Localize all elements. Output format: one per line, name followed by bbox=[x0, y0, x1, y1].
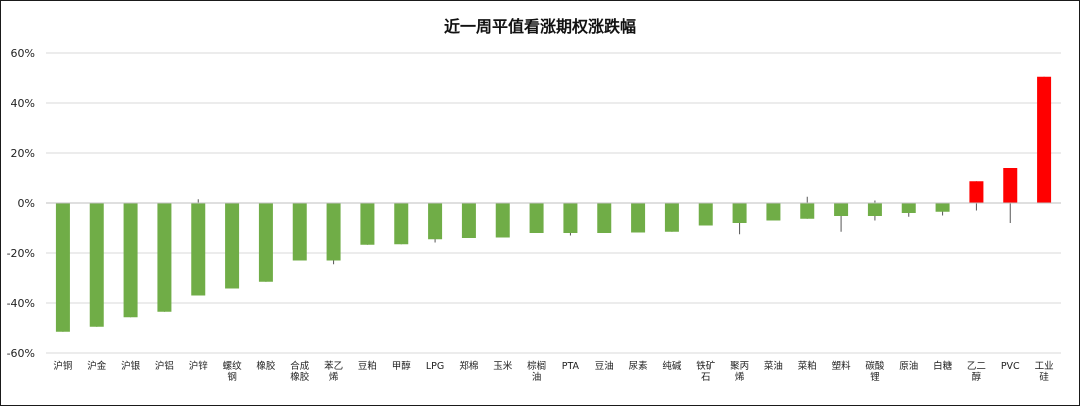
bar bbox=[1003, 168, 1018, 203]
bar bbox=[55, 203, 70, 332]
bar bbox=[123, 203, 138, 318]
category-label: 聚丙烯 bbox=[730, 361, 749, 383]
category-label: 乙二醇 bbox=[967, 361, 986, 383]
category-label: 沪铜 bbox=[53, 360, 72, 372]
bar bbox=[631, 203, 646, 233]
bar bbox=[698, 203, 713, 226]
category-label: 苯乙烯 bbox=[324, 360, 343, 383]
bar bbox=[1037, 76, 1052, 203]
category-label: 原油 bbox=[899, 360, 918, 372]
y-tick-label: 40% bbox=[11, 97, 35, 110]
bar bbox=[225, 203, 240, 289]
bar bbox=[258, 203, 273, 282]
bar bbox=[495, 203, 510, 238]
bar bbox=[326, 203, 341, 261]
category-label: 沪锌 bbox=[189, 360, 209, 372]
category-label: 工业硅 bbox=[1035, 361, 1054, 383]
bar bbox=[867, 203, 882, 216]
bar bbox=[969, 181, 984, 203]
y-tick-label: -40% bbox=[7, 297, 35, 310]
gridlines bbox=[46, 52, 1061, 354]
category-label: 豆油 bbox=[595, 360, 614, 372]
bar bbox=[394, 203, 409, 245]
bar bbox=[563, 203, 578, 233]
bar bbox=[157, 203, 172, 312]
category-label: 菜油 bbox=[764, 360, 783, 372]
y-tick-label: -60% bbox=[7, 347, 35, 360]
bar bbox=[360, 203, 375, 245]
bar bbox=[800, 203, 815, 219]
category-label: 沪银 bbox=[121, 360, 141, 372]
bar bbox=[834, 203, 849, 216]
category-label: 豆粕 bbox=[358, 360, 377, 372]
bar bbox=[935, 203, 950, 212]
category-label: 白糖 bbox=[933, 360, 953, 372]
bar bbox=[732, 203, 747, 223]
category-label: 沪铝 bbox=[155, 360, 174, 372]
y-tick-label: 0% bbox=[18, 197, 35, 210]
category-label: 沪金 bbox=[87, 360, 107, 372]
category-label: 纯碱 bbox=[662, 360, 682, 372]
category-label: 菜粕 bbox=[798, 360, 817, 372]
bar bbox=[89, 203, 104, 327]
category-label: LPG bbox=[426, 361, 444, 372]
bars bbox=[55, 76, 1052, 332]
category-label: 螺纹钢 bbox=[223, 360, 243, 383]
y-axis-ticks: -60% -40% -20% 0% 20% 40% 60% bbox=[7, 47, 35, 360]
category-label: 合成橡胶 bbox=[290, 360, 310, 383]
category-label: 铁矿石 bbox=[696, 360, 716, 383]
category-label: PTA bbox=[562, 361, 580, 372]
category-label: PVC bbox=[1001, 361, 1020, 372]
category-label: 塑料 bbox=[832, 360, 852, 372]
whiskers bbox=[62, 76, 1045, 332]
category-label: 碳酸锂 bbox=[865, 360, 885, 383]
bar bbox=[901, 203, 916, 213]
category-label: 玉米 bbox=[493, 360, 513, 372]
bar bbox=[292, 203, 307, 261]
category-label: 尿素 bbox=[629, 360, 649, 372]
chart-title: 近一周平值看涨期权涨跌幅 bbox=[443, 17, 636, 36]
bar bbox=[428, 203, 443, 240]
bar bbox=[191, 203, 206, 296]
y-tick-label: 60% bbox=[11, 47, 35, 60]
bar bbox=[597, 203, 612, 233]
bar bbox=[664, 203, 679, 232]
category-label: 橡胶 bbox=[256, 360, 276, 372]
category-label: 棕榈油 bbox=[527, 360, 546, 383]
y-tick-label: -20% bbox=[7, 247, 35, 260]
bar bbox=[529, 203, 544, 233]
category-label: 郑棉 bbox=[459, 360, 478, 372]
y-tick-label: 20% bbox=[11, 147, 35, 160]
category-label: 甲醇 bbox=[392, 360, 412, 372]
bar bbox=[461, 203, 476, 238]
bar bbox=[766, 203, 781, 221]
